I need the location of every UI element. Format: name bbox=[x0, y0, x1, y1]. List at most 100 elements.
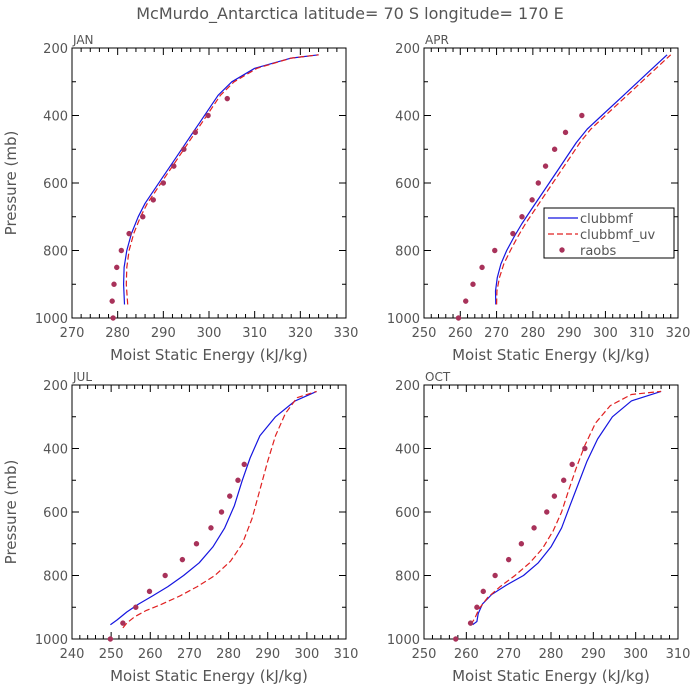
data-point bbox=[192, 129, 198, 136]
x-tick-label: 250 bbox=[99, 647, 124, 662]
y-tick-label: 1000 bbox=[387, 312, 420, 327]
x-tick-label: 280 bbox=[520, 326, 545, 341]
plot-frame bbox=[423, 384, 679, 640]
y-axis-label: Pressure (mb) bbox=[2, 131, 20, 236]
series-raobs bbox=[453, 445, 588, 642]
x-tick-label: 310 bbox=[666, 647, 691, 662]
data-point bbox=[492, 572, 498, 579]
data-point bbox=[150, 197, 156, 203]
series-clubbmf-uv-line bbox=[496, 54, 672, 305]
data-point bbox=[227, 493, 233, 499]
x-tick-label: 290 bbox=[557, 326, 582, 341]
data-point bbox=[140, 214, 146, 220]
data-point bbox=[224, 95, 230, 102]
data-point bbox=[562, 129, 569, 136]
data-point bbox=[107, 636, 114, 642]
panel-jul: 240 250 260 270 280 290 300 310 200 400 600 800 1000… bbox=[2, 370, 358, 685]
data-point bbox=[118, 247, 125, 254]
data-point bbox=[467, 620, 474, 626]
data-point bbox=[114, 264, 120, 271]
x-tick-label: 290 bbox=[255, 647, 280, 662]
y-tick-label: 400 bbox=[395, 110, 420, 125]
figure-title: McMurdo_Antarctica latitude= 70 S longit… bbox=[136, 4, 564, 24]
x-tick-label: 290 bbox=[151, 326, 176, 341]
y-tick-label: 1000 bbox=[387, 633, 420, 648]
legend-box bbox=[543, 207, 675, 259]
x-tick-label: 310 bbox=[242, 326, 267, 341]
x-tick-label: 240 bbox=[60, 647, 85, 662]
x-tick-label: 270 bbox=[60, 326, 85, 341]
x-tick-label: 300 bbox=[593, 326, 618, 341]
series-clubbmf-line bbox=[122, 54, 319, 305]
legend-label: clubbmf_uv bbox=[580, 228, 655, 243]
x-tick-label: 280 bbox=[539, 647, 564, 662]
panel-oct: 250 260 270 280 290 300 310 200 400 600 800 1000 OCT… bbox=[387, 370, 691, 685]
data-point bbox=[208, 525, 214, 531]
y-tick-label: 1000 bbox=[35, 312, 68, 327]
data-point bbox=[463, 298, 469, 304]
data-point bbox=[205, 112, 211, 119]
x-tick-label: 270 bbox=[177, 647, 202, 662]
series-clubbmf-uv-line bbox=[122, 390, 317, 629]
x-tick-label: 270 bbox=[484, 326, 509, 341]
data-point bbox=[582, 445, 588, 452]
y-tick-label: 800 bbox=[43, 245, 68, 260]
data-point bbox=[193, 541, 200, 547]
data-point bbox=[146, 588, 153, 595]
data-point bbox=[162, 572, 168, 579]
x-tick-label: 280 bbox=[216, 647, 241, 662]
y-tick-label: 600 bbox=[43, 506, 68, 521]
x-axis-label: Moist Static Energy (kJ/kg) bbox=[110, 667, 308, 685]
data-point bbox=[109, 298, 115, 304]
x-tick-label: 250 bbox=[412, 326, 437, 341]
x-tick-label: 310 bbox=[334, 647, 359, 662]
x-axis-label: Moist Static Energy (kJ/kg) bbox=[452, 346, 650, 364]
data-point bbox=[479, 264, 485, 271]
y-tick-label: 600 bbox=[395, 506, 420, 521]
data-point bbox=[235, 477, 241, 483]
x-tick-label: 250 bbox=[412, 647, 437, 662]
series-clubbmf-line bbox=[472, 390, 662, 626]
data-point bbox=[544, 509, 550, 515]
y-tick-label: 400 bbox=[43, 443, 68, 458]
panel-label: JAN bbox=[72, 33, 94, 47]
y-tick-label: 600 bbox=[395, 177, 420, 192]
plot-frame bbox=[71, 384, 347, 640]
y-tick-label: 400 bbox=[43, 110, 68, 125]
data-point bbox=[181, 146, 187, 152]
data-point bbox=[519, 214, 525, 220]
data-point bbox=[579, 112, 585, 119]
legend-label: raobs bbox=[580, 244, 617, 259]
x-tick-label: 260 bbox=[448, 326, 473, 341]
data-point bbox=[492, 247, 498, 254]
y-tick-label: 1000 bbox=[35, 633, 68, 648]
y-tick-label: 800 bbox=[395, 570, 420, 585]
panels: 270 280 290 300 310 320 330 200 400 600 800 1000 JAN… bbox=[2, 33, 690, 685]
data-point bbox=[474, 604, 480, 610]
y-tick-label: 200 bbox=[43, 379, 68, 394]
data-point bbox=[551, 146, 558, 152]
data-point bbox=[171, 163, 177, 169]
data-point bbox=[455, 315, 462, 321]
data-point bbox=[529, 197, 535, 203]
y-tick-label: 800 bbox=[43, 570, 68, 585]
x-tick-label: 330 bbox=[334, 326, 359, 341]
data-point bbox=[561, 477, 567, 483]
data-point bbox=[218, 509, 225, 515]
data-point bbox=[160, 180, 167, 186]
panel-label: OCT bbox=[425, 370, 451, 384]
data-point bbox=[133, 604, 139, 610]
data-point bbox=[241, 461, 247, 468]
series-raobs bbox=[107, 461, 247, 642]
x-tick-label: 300 bbox=[623, 647, 648, 662]
data-point bbox=[110, 315, 116, 321]
data-point bbox=[551, 493, 558, 499]
data-point bbox=[569, 461, 575, 468]
x-tick-label: 280 bbox=[105, 326, 130, 341]
x-tick-label: 300 bbox=[197, 326, 222, 341]
panel-apr: 250 260 270 280 290 300 310 320 200 400 600 800 1000… bbox=[387, 33, 691, 364]
data-point bbox=[535, 180, 541, 186]
x-tick-label: 320 bbox=[288, 326, 313, 341]
